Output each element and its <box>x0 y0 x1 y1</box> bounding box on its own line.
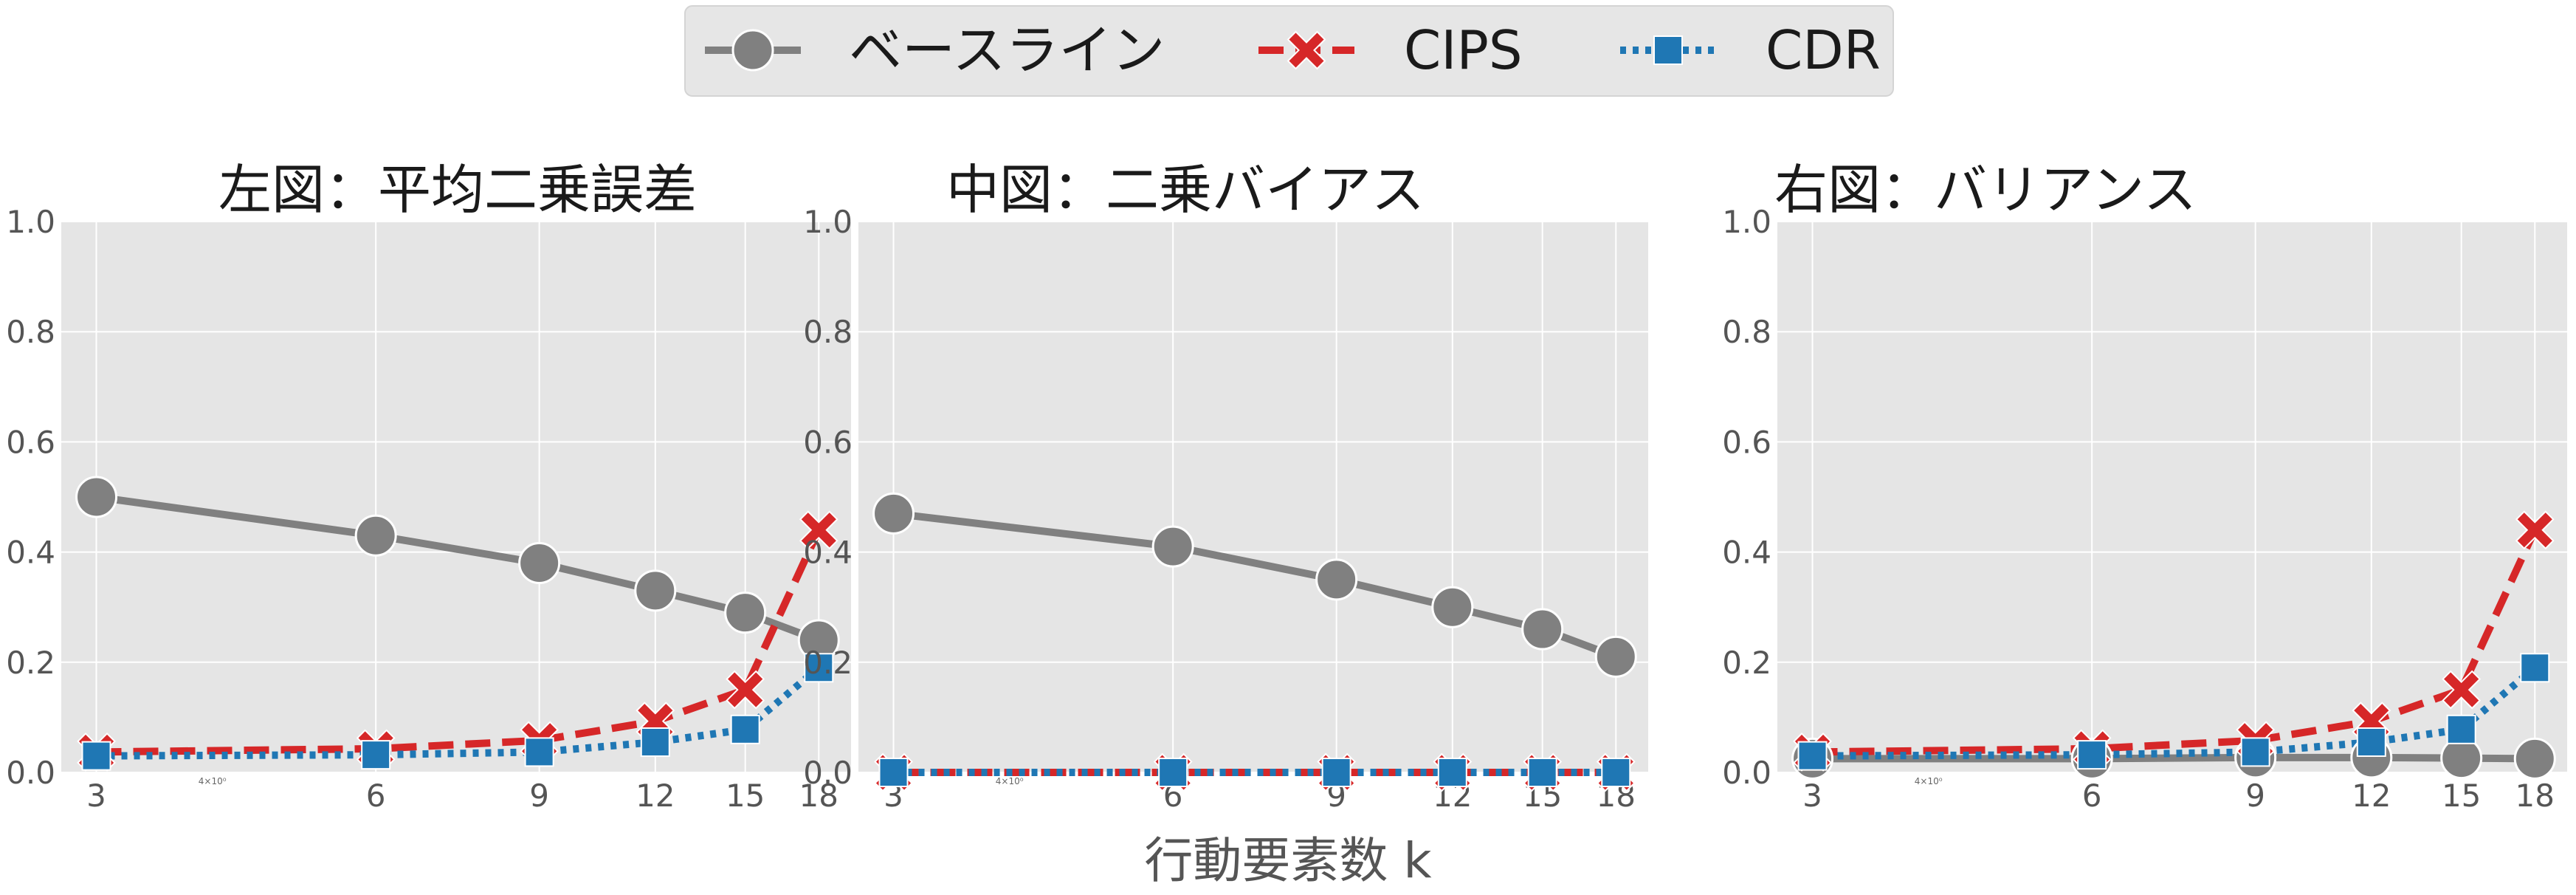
data-point <box>2520 653 2550 683</box>
y-tick-label: 0.2 <box>1722 645 1771 681</box>
legend-marker <box>1653 35 1683 65</box>
y-tick-label: 0.8 <box>6 314 55 350</box>
data-point <box>75 476 118 518</box>
legend-label: ベースライン <box>849 19 1165 81</box>
y-tick-label: 0.2 <box>6 645 55 681</box>
y-tick-label: 0.2 <box>803 645 853 681</box>
data-point <box>2442 670 2482 710</box>
legend-label: CIPS <box>1404 19 1523 81</box>
legend-item-3: CDR <box>1620 19 1881 81</box>
data-point <box>1431 586 1474 628</box>
series-markers-3 <box>878 758 1631 787</box>
y-tick-label: 0.4 <box>1722 535 1771 571</box>
data-point <box>1527 758 1557 787</box>
data-point <box>1594 635 1637 678</box>
data-point <box>872 492 915 535</box>
data-point <box>2077 740 2107 770</box>
legend-label: CDR <box>1766 19 1881 81</box>
y-tick-label: 0.0 <box>1722 755 1771 791</box>
series-line <box>1812 528 2538 756</box>
data-point <box>2240 737 2270 767</box>
x-minor-tick-label: 4×10⁰ <box>1915 776 1943 786</box>
data-point <box>640 727 670 757</box>
x-tick-label: 12 <box>636 778 675 814</box>
x-tick-label: 9 <box>529 778 549 814</box>
x-tick-label: 18 <box>2515 778 2555 814</box>
panel-3: 右図：バリアンス 0.0 0.2 0.4 0.6 0.8 1.0 3 6 9 12 15 18 4×10⁰ <box>1722 159 2567 814</box>
series-markers-3 <box>1797 653 2550 771</box>
y-tick-label: 0.4 <box>6 535 55 571</box>
plot-area <box>1777 222 2567 772</box>
y-tick-label: 1.0 <box>803 204 853 240</box>
legend-marker <box>731 29 774 72</box>
data-point <box>1315 558 1358 601</box>
data-point <box>878 758 909 787</box>
data-point <box>804 653 834 683</box>
series-2 <box>1812 528 2538 756</box>
x-tick-label: 9 <box>2245 778 2265 814</box>
y-tick-label: 0.6 <box>803 424 853 460</box>
series-markers-1 <box>872 492 1637 678</box>
series-line <box>96 528 822 756</box>
data-point <box>1158 758 1188 787</box>
data-point <box>634 569 677 612</box>
x-axis-label-text: 行動要素数 k <box>1144 832 1432 889</box>
data-point <box>1151 525 1194 568</box>
plot-area <box>61 222 851 772</box>
x-minor-tick-label: 4×10⁰ <box>199 776 227 786</box>
y-tick-label: 0.8 <box>1722 314 1771 350</box>
y-tick-label: 1.0 <box>6 204 55 240</box>
data-point <box>1437 758 1467 787</box>
data-point <box>1601 758 1631 787</box>
y-tick-label: 0.8 <box>803 314 853 350</box>
data-point <box>726 670 765 710</box>
data-point <box>2515 510 2555 550</box>
x-tick-label: 6 <box>2082 778 2102 814</box>
x-minor-tick-label: 4×10⁰ <box>996 776 1024 786</box>
legend-marker <box>1287 30 1326 70</box>
data-point <box>524 737 554 767</box>
panel-title: 左図：平均二乗誤差 <box>218 159 697 221</box>
legend-item-1: ベースライン <box>705 19 1165 81</box>
panel-1: 左図：平均二乗誤差 0.0 0.2 0.4 0.6 0.8 1.0 3 6 9 12 15 18 4×10… <box>6 159 851 814</box>
data-point <box>799 510 838 550</box>
data-point <box>1321 758 1351 787</box>
series-markers-3 <box>81 653 834 771</box>
y-tick-label: 0.6 <box>1722 424 1771 460</box>
x-tick-label: 3 <box>1802 778 1822 814</box>
y-tick-label: 0.4 <box>803 535 853 571</box>
x-axis-label: 行動要素数 k <box>1144 832 1432 889</box>
data-point <box>724 591 767 634</box>
plot-area <box>858 222 1648 772</box>
legend-frame <box>684 5 1894 97</box>
y-tick-label: 0.6 <box>6 424 55 460</box>
y-tick-label: 0.0 <box>803 755 853 791</box>
y-tick-label: 0.0 <box>6 755 55 791</box>
y-tick-label: 1.0 <box>1722 204 1771 240</box>
x-tick-label: 15 <box>726 778 765 814</box>
series-2 <box>96 528 822 756</box>
x-tick-label: 12 <box>2352 778 2391 814</box>
data-point <box>518 542 561 585</box>
legend-item-2: CIPS <box>1258 19 1523 81</box>
panel-title: 中図：二乗バイアス <box>946 159 1425 221</box>
data-point <box>354 514 397 557</box>
series-markers-1 <box>75 476 840 662</box>
legend: ベースライン CIPS CDR <box>684 5 1894 97</box>
data-point <box>1521 608 1564 651</box>
data-point <box>2356 727 2386 757</box>
data-point <box>2513 737 2556 780</box>
x-tick-label: 15 <box>2442 778 2481 814</box>
data-point <box>361 740 391 770</box>
data-point <box>1797 741 1828 771</box>
x-tick-label: 3 <box>86 778 106 814</box>
data-point <box>81 741 111 771</box>
x-tick-label: 18 <box>799 778 838 814</box>
panel-title: 右図：バリアンス <box>1774 159 2197 221</box>
x-tick-label: 6 <box>366 778 386 814</box>
data-point <box>2446 714 2476 744</box>
data-point <box>730 714 760 744</box>
